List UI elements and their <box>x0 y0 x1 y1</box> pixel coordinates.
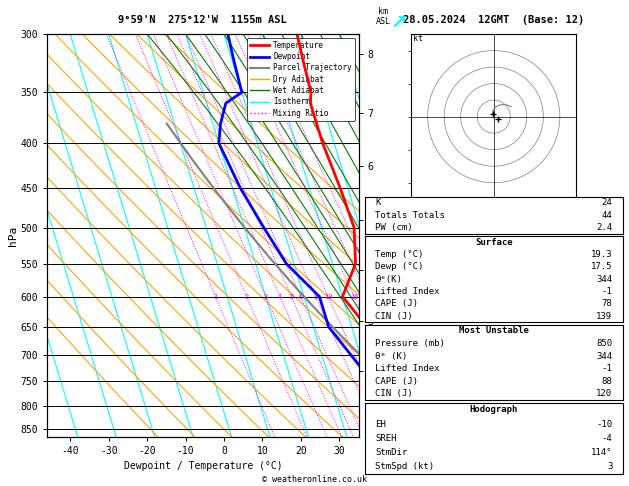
Text: 4: 4 <box>278 294 282 300</box>
Text: CAPE (J): CAPE (J) <box>375 299 418 308</box>
Text: 139: 139 <box>596 312 613 321</box>
Text: -1: -1 <box>602 364 613 373</box>
Text: 6: 6 <box>299 294 303 300</box>
Text: StmDir: StmDir <box>375 448 408 457</box>
Legend: Temperature, Dewpoint, Parcel Trajectory, Dry Adiabat, Wet Adiabat, Isotherm, Mi: Temperature, Dewpoint, Parcel Trajectory… <box>247 38 355 121</box>
Text: 2.4: 2.4 <box>596 223 613 232</box>
Text: 78: 78 <box>602 299 613 308</box>
Text: Hodograph: Hodograph <box>470 405 518 414</box>
Text: 17.5: 17.5 <box>591 262 613 271</box>
Text: 10: 10 <box>324 294 332 300</box>
Text: θᵉ (K): θᵉ (K) <box>375 352 408 361</box>
Text: -4: -4 <box>602 434 613 443</box>
Text: SREH: SREH <box>375 434 397 443</box>
Y-axis label: hPa: hPa <box>8 226 18 246</box>
Text: 44: 44 <box>602 210 613 220</box>
Text: 3: 3 <box>264 294 268 300</box>
Text: CIN (J): CIN (J) <box>375 389 413 399</box>
Text: Totals Totals: Totals Totals <box>375 210 445 220</box>
Text: 120: 120 <box>596 389 613 399</box>
Text: ↗: ↗ <box>390 13 406 32</box>
Text: -1: -1 <box>602 287 613 296</box>
Text: 1: 1 <box>213 294 218 300</box>
Text: 24: 24 <box>602 198 613 208</box>
Text: © weatheronline.co.uk: © weatheronline.co.uk <box>262 474 367 484</box>
Text: Dewp (°C): Dewp (°C) <box>375 262 423 271</box>
Text: 344: 344 <box>596 352 613 361</box>
Text: Lifted Index: Lifted Index <box>375 287 440 296</box>
Text: 19.3: 19.3 <box>591 250 613 259</box>
Text: Most Unstable: Most Unstable <box>459 327 529 335</box>
Text: Lifted Index: Lifted Index <box>375 364 440 373</box>
Text: 850: 850 <box>596 339 613 348</box>
Text: Pressure (mb): Pressure (mb) <box>375 339 445 348</box>
Text: θᵉ(K): θᵉ(K) <box>375 275 402 284</box>
Text: 28.05.2024  12GMT  (Base: 12): 28.05.2024 12GMT (Base: 12) <box>403 15 584 25</box>
Text: Temp (°C): Temp (°C) <box>375 250 423 259</box>
Text: 5: 5 <box>289 294 293 300</box>
Text: CIN (J): CIN (J) <box>375 312 413 321</box>
Text: kt: kt <box>413 34 423 43</box>
Text: CAPE (J): CAPE (J) <box>375 377 418 386</box>
Text: 16: 16 <box>350 294 359 300</box>
X-axis label: Dewpoint / Temperature (°C): Dewpoint / Temperature (°C) <box>123 461 282 470</box>
Text: 344: 344 <box>596 275 613 284</box>
Text: km
ASL: km ASL <box>376 6 391 26</box>
Text: StmSpd (kt): StmSpd (kt) <box>375 462 434 471</box>
Text: 9°59'N  275°12'W  1155m ASL: 9°59'N 275°12'W 1155m ASL <box>118 15 287 25</box>
Text: 2: 2 <box>245 294 248 300</box>
Text: Surface: Surface <box>475 238 513 246</box>
Text: 3: 3 <box>607 462 613 471</box>
Text: 114°: 114° <box>591 448 613 457</box>
Text: 8: 8 <box>314 294 318 300</box>
Text: PW (cm): PW (cm) <box>375 223 413 232</box>
Text: EH: EH <box>375 419 386 429</box>
Text: 88: 88 <box>602 377 613 386</box>
Text: K: K <box>375 198 381 208</box>
Text: -10: -10 <box>596 419 613 429</box>
